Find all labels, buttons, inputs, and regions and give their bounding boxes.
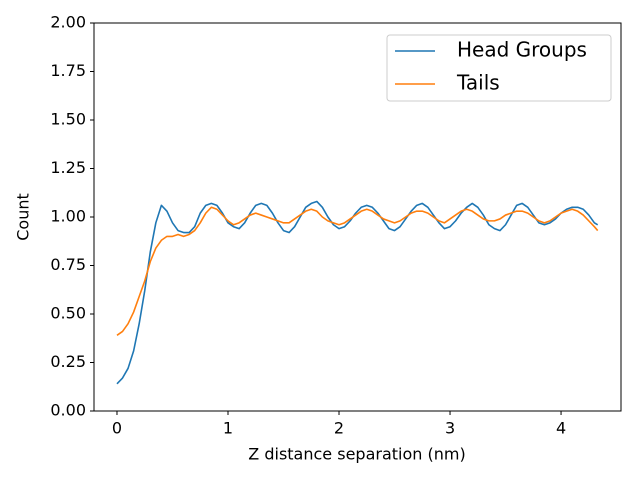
y-tick-label: 2.00: [50, 13, 86, 32]
y-tick-label: 1.50: [50, 110, 86, 129]
y-tick-label: 0.50: [50, 304, 86, 323]
x-axis-label: Z distance separation (nm): [248, 445, 465, 464]
x-tick-label: 1: [223, 419, 233, 438]
legend-label: Tails: [456, 71, 500, 95]
y-tick-label: 1.00: [50, 207, 86, 226]
y-axis-label: Count: [14, 193, 33, 241]
legend-label: Head Groups: [457, 38, 587, 62]
x-tick-label: 4: [556, 419, 566, 438]
x-tick-label: 0: [112, 419, 122, 438]
data-line: [116, 200, 599, 385]
y-tick-label: 1.75: [50, 61, 86, 80]
y-tick-label: 0.75: [50, 255, 86, 274]
x-tick-label: 3: [445, 419, 455, 438]
y-tick-label: 0.00: [50, 401, 86, 420]
legend-box: [386, 34, 612, 102]
data-line: [116, 206, 599, 336]
x-tick-label: 2: [334, 419, 344, 438]
y-tick-label: 0.25: [50, 352, 86, 371]
y-tick-label: 1.25: [50, 158, 86, 177]
